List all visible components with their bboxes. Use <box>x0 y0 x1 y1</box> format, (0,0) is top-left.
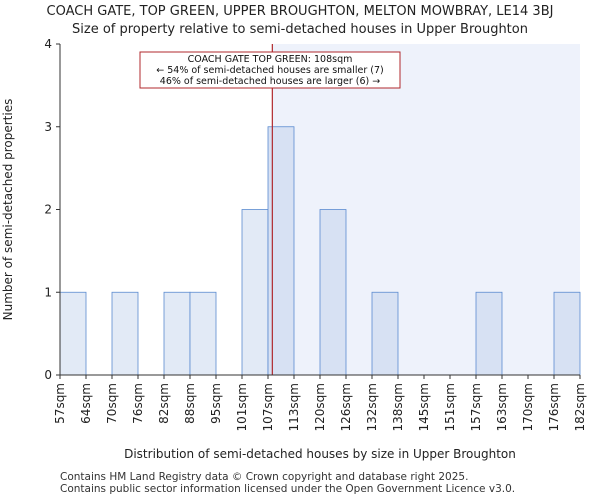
bars-group <box>59 126 581 376</box>
x-tick-label: 126sqm <box>339 383 353 431</box>
bar-120sqm <box>319 209 347 376</box>
bar-176sqm <box>553 291 581 376</box>
x-tick-label: 57sqm <box>53 383 67 424</box>
larger-region-shade <box>272 44 580 375</box>
annotation-line-3: 46% of semi-detached houses are larger (… <box>160 76 380 87</box>
footer-line-1: Contains HM Land Registry data © Crown c… <box>60 471 469 483</box>
y-axis-label: Number of semi-detached properties <box>1 99 15 321</box>
x-tick-label: 101sqm <box>235 383 249 431</box>
y-ticks-group: 0 1 2 3 4 <box>44 37 60 382</box>
x-tick-label: 70sqm <box>105 383 119 424</box>
y-tick-label: 2 <box>44 203 52 217</box>
y-tick-label: 1 <box>44 285 52 299</box>
bar-157sqm <box>475 291 503 376</box>
bar-70sqm <box>111 291 139 376</box>
bar-88sqm <box>189 291 217 376</box>
x-axis-label: Distribution of semi-detached houses by … <box>124 447 516 461</box>
bar-57sqm <box>59 291 87 376</box>
y-tick-label: 3 <box>44 120 52 134</box>
x-tick-label: 113sqm <box>287 383 301 431</box>
chart-title: COACH GATE, TOP GREEN, UPPER BROUGHTON, … <box>46 4 554 19</box>
x-tick-label: 182sqm <box>573 383 587 431</box>
bar-101sqm <box>241 209 269 376</box>
x-tick-label: 176sqm <box>547 383 561 431</box>
x-tick-label: 76sqm <box>131 383 145 424</box>
x-tick-label: 132sqm <box>365 383 379 431</box>
chart-subtitle: Size of property relative to semi-detach… <box>72 22 528 37</box>
y-tick-label: 4 <box>44 37 52 51</box>
annotation-line-2: ← 54% of semi-detached houses are smalle… <box>156 65 384 76</box>
x-tick-label: 107sqm <box>261 383 275 431</box>
x-tick-label: 82sqm <box>157 383 171 424</box>
x-tick-label: 120sqm <box>313 383 327 431</box>
x-tick-label: 64sqm <box>79 383 93 424</box>
x-tick-label: 163sqm <box>495 383 509 431</box>
x-tick-label: 170sqm <box>521 383 535 431</box>
x-tick-label: 145sqm <box>417 383 431 431</box>
annotation-border <box>139 51 401 89</box>
x-tick-label: 95sqm <box>209 383 223 424</box>
bar-132sqm <box>371 291 399 376</box>
annotation-box: COACH GATE TOP GREEN: 108sqm ← 54% of se… <box>139 51 401 89</box>
x-tick-label: 88sqm <box>183 383 197 424</box>
x-tick-label: 157sqm <box>469 383 483 431</box>
footer-line-2: Contains public sector information licen… <box>60 483 516 495</box>
x-ticks-group: 57sqm 64sqm 70sqm 76sqm 82sqm 88sqm 95sqm 101sq… <box>53 375 587 431</box>
bar-82sqm <box>163 291 191 376</box>
x-tick-label: 151sqm <box>443 383 457 431</box>
x-tick-label: 138sqm <box>391 383 405 431</box>
y-tick-label: 0 <box>44 368 52 382</box>
annotation-line-1: COACH GATE TOP GREEN: 108sqm <box>188 54 353 65</box>
